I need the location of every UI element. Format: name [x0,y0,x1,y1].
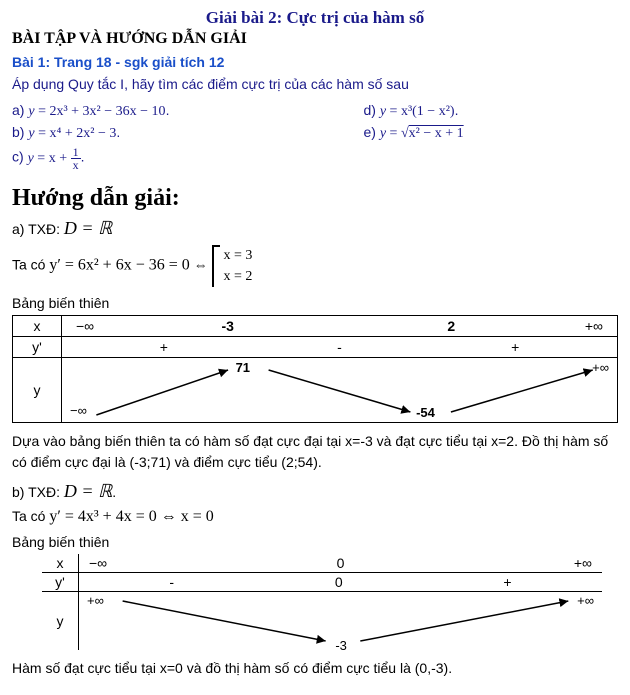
a-taco: Ta có [12,257,49,273]
a-y-min: -54 [416,405,435,420]
item-d-eq: = [386,104,401,119]
b-x-pinf: +∞ [574,555,592,571]
b-sign-2: + [503,574,511,590]
arrows-icon [66,360,613,420]
b-x-zero: 0 [337,555,345,571]
item-d-prefix: d) [363,102,379,118]
a-x-pinf: +∞ [563,318,603,334]
a-y-minf: −∞ [70,403,87,418]
a-yp-label: y' [13,337,62,358]
item-a-eq: = [35,104,50,119]
a-iff: ⇔ [194,257,212,273]
a-sign-3: + [427,339,603,355]
a-y-label: y [13,358,62,423]
page-title: Giải bài 2: Cực trị của hàm số [12,8,618,28]
a-derivative-line: Ta có y′ = 6x² + 6x − 36 = 0 ⇔ x = 3 x =… [12,245,618,287]
variation-table-a: x −∞ -3 2 +∞ y' + - + y [12,315,618,423]
b-txd-prefix: b) TXĐ: [12,484,64,500]
a-explanation: Dựa vào bảng biến thiên ta có hàm số đạt… [12,431,618,473]
a-bbt-title: Bảng biến thiên [12,295,618,311]
variation-table-b: x −∞ 0 +∞ y' - 0 + y [42,554,602,650]
b-y-lpinf: +∞ [87,593,104,608]
a-txd-prefix: a) TXĐ: [12,221,64,237]
b-txd: b) TXĐ: D = ℝ. [12,481,618,502]
b-yp-label: y' [42,573,79,592]
b-y-min: -3 [335,638,347,653]
item-b-dot: . [116,124,120,140]
a-sign-2: - [252,339,428,355]
item-a-dot: . [166,102,170,118]
instruction-text: Áp dụng Quy tắc I, hãy tìm các điểm cực … [12,76,618,92]
b-deriv: y′ = 4x³ + 4x = 0 ⇔ x = 0 [49,508,213,525]
item-d: d) y = x³(1 − x²). [363,102,618,120]
item-b: b) y = x⁴ + 2x² − 3. [12,124,363,142]
solution-heading: Hướng dẫn giải: [12,185,618,212]
b-x-minf: −∞ [89,555,107,571]
b-y-label: y [42,592,79,651]
item-c-prefix: c) [12,149,28,165]
b-x-label: x [42,554,79,573]
a-opt2: x = 2 [224,269,253,285]
b-txd-math: D = ℝ [64,481,112,501]
item-a-prefix: a) [12,102,28,118]
bai-reference: Bài 1: Trang 18 - sgk giải tích 12 [12,54,618,70]
item-b-rhs: x⁴ + 2x² − 3 [49,126,116,141]
a-opt1: x = 3 [224,248,253,264]
a-x-minf: −∞ [76,318,116,334]
a-txd-math: D = ℝ [64,218,112,238]
b-sign-0: 0 [335,574,343,590]
a-deriv: y′ = 6x² + 6x − 36 = 0 [49,257,189,274]
b-bbt-title: Bảng biến thiên [12,534,618,550]
a-x-label: x [13,316,62,337]
a-y-max: 71 [236,360,250,375]
a-x-c1: -3 [222,318,234,334]
item-b-eq: = [35,126,50,141]
item-e-prefix: e) [363,124,379,140]
item-a-rhs: 2x³ + 3x² − 36x − 10 [49,104,165,119]
item-e: e) y = √x² − x + 1 [363,124,618,142]
b-taco: Ta có [12,508,49,524]
b-derivative-line: Ta có y′ = 4x³ + 4x = 0 ⇔ x = 0 [12,508,618,526]
b-sign-1: - [169,574,174,590]
sqrt-icon: √ [401,126,409,141]
a-y-pinf: +∞ [592,360,609,375]
item-c-eq: = [34,151,49,166]
b-txd-dot: . [112,484,116,500]
item-c-rhs1: x + [49,151,71,166]
exercise-list: a) y = 2x³ + 3x² − 36x − 10. b) y = x⁴ +… [12,98,618,175]
a-sign-1: + [76,339,252,355]
item-a: a) y = 2x³ + 3x² − 36x − 10. [12,102,363,120]
item-c: c) y = x + 1x. [12,146,363,171]
item-e-rad: x² − x + 1 [409,126,464,141]
item-c-dot: . [81,149,85,165]
bracket-icon: x = 3 x = 2 [212,245,253,287]
b-y-rpinf: +∞ [577,593,594,608]
item-e-eq: = [386,126,401,141]
item-d-rhs: x³(1 − x²) [401,104,455,119]
item-c-frac-d: x [71,159,81,171]
b-explanation: Hàm số đạt cực tiểu tại x=0 và đồ thị hà… [12,658,618,679]
item-b-prefix: b) [12,124,28,140]
item-d-dot: . [455,102,459,118]
a-txd: a) TXĐ: D = ℝ [12,218,618,239]
section-header: BÀI TẬP VÀ HƯỚNG DẪN GIẢI [12,30,618,48]
a-x-c2: 2 [447,318,455,334]
